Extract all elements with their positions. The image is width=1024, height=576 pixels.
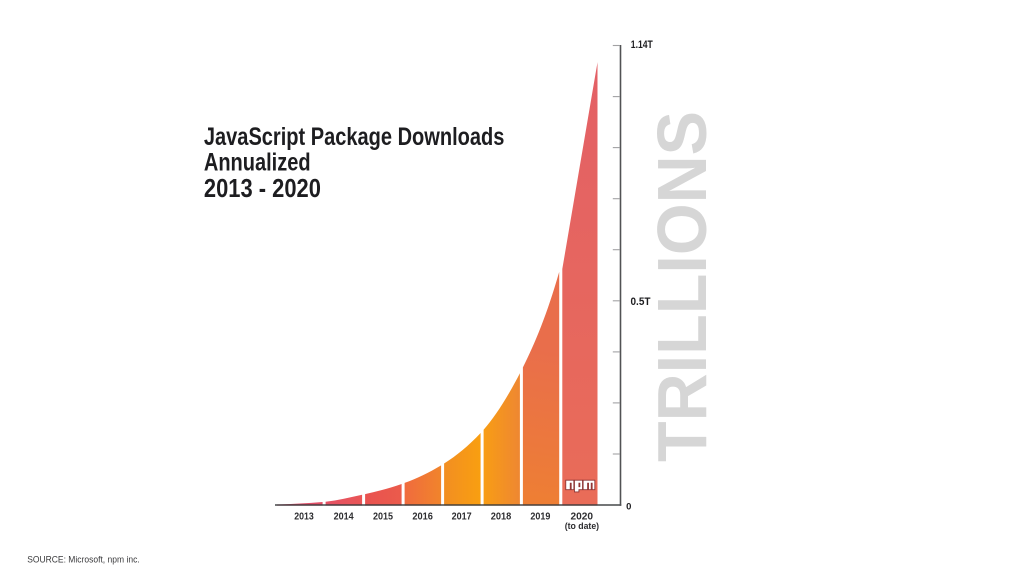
svg-text:2016: 2016 [412, 511, 433, 522]
svg-text:SOURCE: Microsoft, npm inc.: SOURCE: Microsoft, npm inc. [27, 554, 140, 564]
svg-text:2017: 2017 [452, 511, 472, 522]
svg-text:TRILLIONS: TRILLIONS [643, 111, 721, 462]
svg-text:2013 - 2020: 2013 - 2020 [204, 173, 321, 203]
svg-text:2015: 2015 [373, 511, 393, 522]
svg-text:2019: 2019 [530, 511, 550, 522]
svg-text:2014: 2014 [334, 511, 354, 522]
svg-text:0: 0 [626, 502, 631, 513]
svg-text:1.14T: 1.14T [631, 39, 653, 51]
svg-text:0.5T: 0.5T [631, 296, 651, 308]
svg-text:JavaScript Package Downloads: JavaScript Package Downloads [204, 124, 505, 151]
svg-text:(to date): (to date) [565, 520, 599, 531]
svg-text:2013: 2013 [294, 511, 314, 522]
svg-text:2020: 2020 [571, 511, 594, 522]
svg-text:Annualized: Annualized [204, 150, 311, 177]
svg-text:2018: 2018 [491, 511, 512, 522]
